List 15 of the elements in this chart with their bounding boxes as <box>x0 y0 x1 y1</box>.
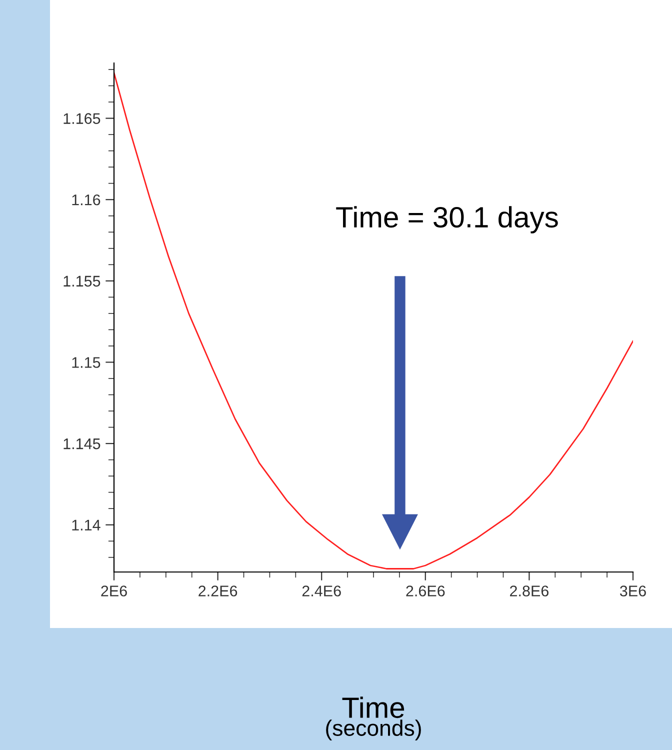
y-tick-label: 1.14 <box>72 520 100 530</box>
annotation: Time = 30.1 days <box>336 206 558 234</box>
x-tick-label: 2.6E6 <box>406 586 445 596</box>
y-tick-label: 1.165 <box>64 113 100 124</box>
y-tick-label: 1.155 <box>64 276 100 287</box>
y-tick-label: 1.145 <box>64 438 100 450</box>
line-series <box>114 72 633 570</box>
x-tick-label: 2E6 <box>101 586 127 596</box>
y-tick-label: 1.16 <box>72 194 100 206</box>
text: Time (seconds) <box>326 696 421 740</box>
y-tick-label: 1.15 <box>72 357 100 368</box>
x-tick-label: 2.4E6 <box>302 586 341 596</box>
x-tick-label: 2.8E6 <box>510 586 548 596</box>
x-tick-label: 2.2E6 <box>198 586 238 596</box>
x-tick-label: 3E6 <box>620 586 646 596</box>
